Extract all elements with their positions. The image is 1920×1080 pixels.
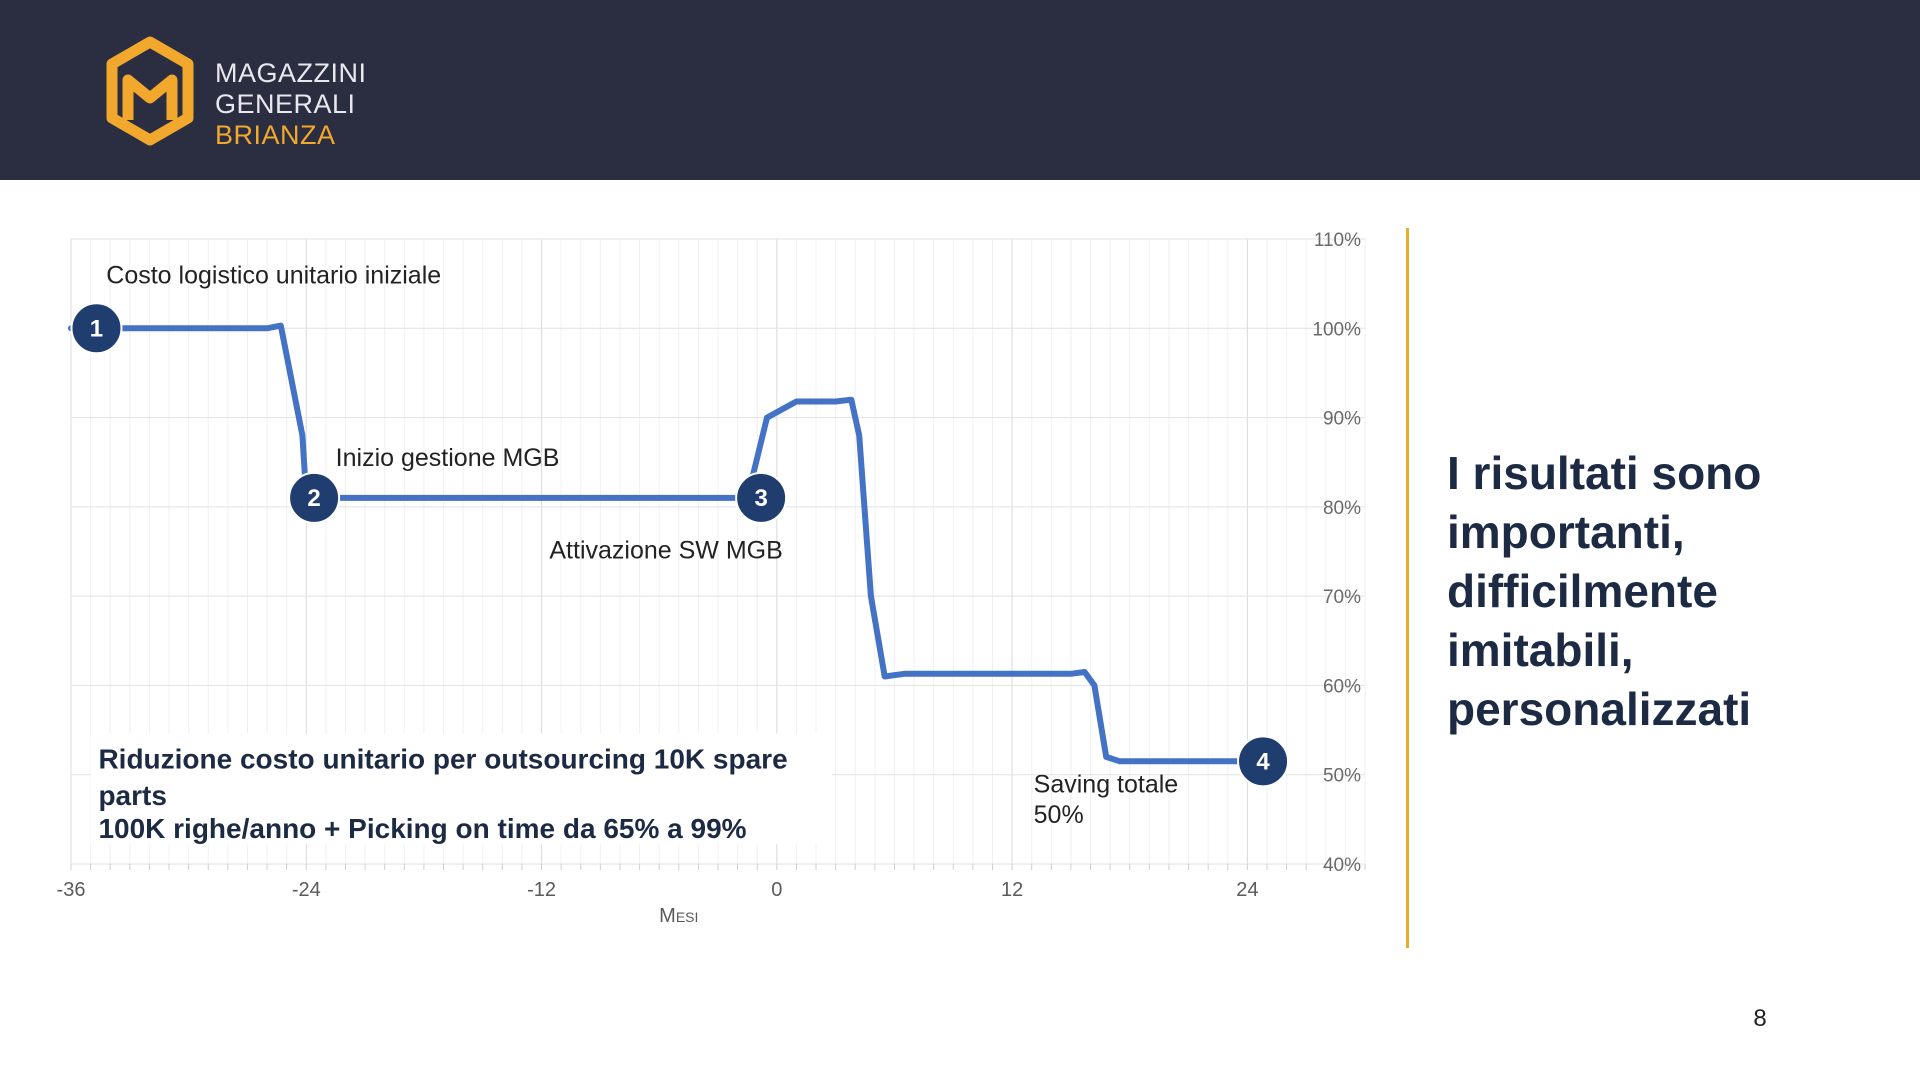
results-line-4: imitabili, [1447, 624, 1634, 676]
logo-line-1: MAGAZZINI [215, 58, 367, 88]
vertical-divider [1406, 228, 1409, 948]
annotation-label: Saving totale [1034, 771, 1179, 799]
callout-text: 100K righe/anno + Picking on time da 65%… [98, 813, 746, 844]
logo-line-3: BRIANZA [215, 120, 336, 150]
callout-text: Riduzione costo unitario per outsourcing… [98, 743, 787, 774]
results-line-3: difficilmente [1447, 565, 1718, 617]
y-tick-label: 100% [1312, 319, 1361, 340]
step-marker [288, 471, 341, 524]
callout-text: parts [98, 780, 166, 811]
logo-line-2: GENERALI [215, 89, 356, 119]
step-marker [735, 471, 788, 524]
x-tick-label: 24 [1236, 879, 1258, 901]
step-marker-label: 4 [1256, 748, 1270, 775]
step-marker-label: 1 [90, 315, 103, 342]
step-marker [1237, 735, 1290, 788]
step-marker-label: 2 [307, 485, 320, 512]
y-tick-label: 40% [1323, 855, 1361, 876]
y-tick-label: 110% [1314, 230, 1361, 251]
mgb-hexagon-logo-icon [106, 36, 194, 146]
x-axis-title: Mesi [659, 905, 698, 927]
step-marker-label: 3 [754, 485, 767, 512]
x-tick-label: -12 [527, 879, 556, 901]
y-tick-label: 50% [1323, 766, 1361, 787]
y-tick-label: 70% [1323, 587, 1361, 608]
y-tick-label: 80% [1323, 498, 1361, 519]
page-number: 8 [1753, 1005, 1767, 1032]
callout-box [90, 733, 832, 845]
annotation-label: Inizio gestione MGB [336, 444, 560, 472]
x-tick-label: -24 [292, 879, 321, 901]
step-marker [70, 302, 123, 355]
annotation-label: Costo logistico unitario iniziale [106, 262, 441, 290]
cost-reduction-chart: -36 -24 -12 0 12 2440%50%60%70%80%90%100%110%… [57, 230, 1366, 927]
chart-container: -36 -24 -12 0 12 24 40% 50% 60% 70% 80% 90% 100% 110%… [40, 220, 1380, 960]
results-statement: I risultati sono importanti, difficilmen… [1447, 444, 1887, 739]
header-bar: MAGAZZINI GENERALI BRIANZA [0, 0, 1920, 180]
series-line [68, 322, 1270, 765]
results-line-1: I risultati sono [1447, 447, 1762, 499]
results-line-2: importanti, [1447, 506, 1685, 558]
results-line-5: personalizzati [1447, 683, 1752, 735]
y-tick-label: 60% [1323, 676, 1361, 697]
logo-wordmark: MAGAZZINI GENERALI BRIANZA [215, 58, 367, 151]
x-tick-label: -36 [57, 879, 86, 901]
annotation-label: Attivazione SW MGB [549, 537, 782, 565]
annotation-label: 50% [1034, 801, 1084, 829]
y-tick-label: 90% [1323, 409, 1361, 430]
x-tick-label: 0 [771, 879, 782, 901]
x-tick-label: 12 [1001, 879, 1023, 901]
